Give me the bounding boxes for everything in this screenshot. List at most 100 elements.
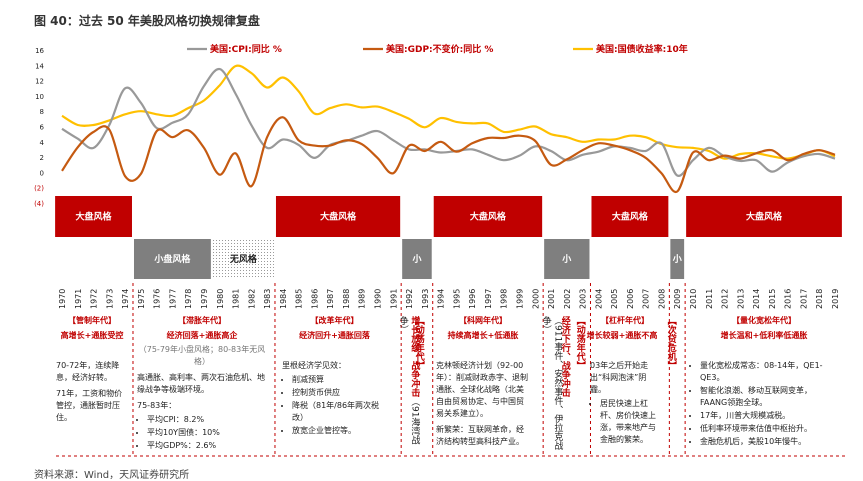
year-label: 1992 (405, 289, 414, 309)
list-item: 放宽企业管控等。 (292, 425, 387, 437)
year-label: 2016 (784, 289, 793, 309)
list-item: 金融危机后，美股10年慢牛。 (700, 436, 838, 448)
list-item: 量化宽松成常态：08-14年，QE1-QE3。 (700, 360, 838, 384)
era-column-2001-decline: 经济下行、战争冲击 (558, 316, 570, 456)
year-label: 1980 (216, 289, 225, 309)
era-subtitle: 经济回升+通胀回落 (299, 331, 370, 340)
year-label: 2008 (657, 289, 666, 309)
year-label: 2015 (768, 289, 777, 309)
year-label: 2001 (547, 289, 556, 309)
y-tick-label: 14 (35, 62, 44, 70)
cpi-series-line (61, 67, 836, 177)
year-label: 1970 (58, 289, 67, 309)
source-note: 资料来源：Wind，天风证券研究所 (34, 470, 190, 481)
era-subtitle: 经济回落+通胀高企 (166, 331, 238, 340)
vertical-red-text: 【动荡年代】 (413, 316, 424, 370)
year-label: 2012 (721, 289, 730, 309)
era-list: 居民快速上杠杆、房价快速上涨，带来地产与金融的繁荣。 (590, 398, 660, 446)
list-item: 平均10Y国债：10% (147, 427, 267, 439)
era-title: 【滞胀年代】 (178, 316, 226, 325)
era-dividers (56, 283, 845, 457)
style-band (55, 196, 132, 237)
year-label: 2011 (705, 289, 714, 309)
style-band (275, 196, 401, 237)
style-band (544, 239, 590, 279)
year-label: 1985 (295, 289, 304, 309)
legend-label: 美国:国债收益率:10年 (596, 43, 688, 55)
year-label: 1995 (452, 289, 461, 309)
style-band (133, 239, 211, 279)
year-label: 1991 (389, 289, 398, 309)
legend-label: 美国:CPI:同比 % (210, 43, 282, 55)
year-label: 1997 (484, 289, 493, 309)
year-label: 1972 (90, 289, 99, 309)
legend-label: 美国:GDP:不变价:同比 % (386, 43, 493, 55)
year-label: 2009 (673, 289, 682, 309)
era-title: 【科网年代】 (459, 316, 507, 325)
year-label: 2005 (610, 289, 619, 309)
style-band (670, 239, 685, 279)
era-text: 03年之后开始走出“科网泡沫”阴霾。 (590, 361, 649, 394)
vertical-text: （911事件、安然事件、伊拉克战争） (540, 316, 563, 451)
era-column-turbulent-2: 【动荡年代】 (573, 316, 585, 456)
year-label: 1988 (342, 289, 351, 309)
style-band-label: 小盘风格 (153, 253, 191, 265)
era-column-leverage: 【杠杆年代】 增长较弱+通胀不高 03年之后开始走出“科网泡沫”阴霾。 居民快速… (587, 315, 660, 447)
year-label: 1983 (263, 289, 272, 309)
era-text: 高通胀、高利率、两次石油危机、地缘战争等极端环境。 (137, 373, 265, 394)
year-label: 1994 (437, 289, 446, 309)
year-label: 2003 (579, 289, 588, 309)
year-label: 1993 (421, 289, 430, 309)
era-subtitle: 增长较弱+通胀不高 (586, 331, 658, 340)
year-label: 1999 (515, 289, 524, 309)
list-item: 智能化浪潮、移动互联网变革，FAANG领跑全球。 (700, 385, 838, 409)
era-column-2001-events: （911事件、安然事件、伊拉克战争） (539, 316, 563, 456)
yield-series-line (61, 64, 836, 160)
style-band (402, 239, 432, 279)
year-label: 1971 (74, 289, 83, 309)
era-column-internet: 【科网年代】 持续高增长+低通胀 克林顿经济计划（92-00年）：削减财政赤字、… (436, 315, 530, 448)
era-title: 【改革年代】 (310, 316, 359, 325)
list-item: 低利率环境带来估值中枢抬升。 (700, 423, 838, 435)
year-label: 1984 (279, 289, 288, 309)
year-label: 2014 (752, 289, 761, 309)
style-band (591, 196, 669, 237)
style-band-label: 大盘风格 (320, 211, 357, 223)
style-band-label: 大盘风格 (76, 211, 113, 223)
list-item: 控制货币供应 (292, 387, 387, 399)
era-note: （75-79年小盘风格；80-83年无风格） (138, 345, 266, 366)
era-list: 量化宽松成常态：08-14年，QE1-QE3。 智能化浪潮、移动互联网变革，FA… (690, 360, 838, 448)
year-label: 1981 (232, 289, 241, 309)
era-subtitle: 持续高增长+低通胀 (447, 331, 519, 340)
era-column-control: 【管制年代】 高增长+通胀受控 70-72年，连续降息，经济好转。 71年，工资… (56, 315, 128, 424)
list-item: 削减预算 (292, 374, 387, 386)
year-label: 2013 (736, 289, 745, 309)
y-tick-label: 8 (40, 108, 44, 116)
era-column-qe: 【量化宽松年代】 增长温和+低利率低通胀 量化宽松成常态：08-14年，QE1-… (690, 315, 838, 449)
list-item: 降税（81年/86年两次税改） (292, 400, 387, 424)
figure-title: 图 40：过去 50 年美股风格切换规律复盘 (34, 14, 260, 28)
era-text: 75-83年： (137, 401, 177, 410)
era-column-1991: 增长放缓、战争冲击（91海湾战争） (396, 316, 420, 456)
list-item: 平均GDP%：2.6% (147, 440, 267, 452)
era-title: 【量化宽松年代】 (732, 316, 796, 325)
year-label: 1973 (105, 289, 114, 309)
year-label: 2007 (642, 289, 651, 309)
list-item: 居民快速上杠杆、房价快速上涨，带来地产与金融的繁荣。 (600, 398, 660, 446)
year-label: 1978 (184, 289, 193, 309)
y-tick-label: 4 (40, 139, 45, 147)
era-list: 平均CPI：8.2% 平均10Y国债：10% 平均GDP%：2.6% (137, 414, 267, 452)
gdp-series-line (61, 116, 836, 194)
year-label: 2006 (626, 289, 635, 309)
y-tick-label: 2 (40, 154, 44, 162)
y-tick-label: (2) (34, 185, 44, 193)
y-tick-label: 0 (40, 169, 44, 177)
year-label: 1990 (374, 289, 383, 309)
style-band-label: 小 (672, 253, 682, 265)
era-text: 新繁荣：互联网革命，经济结构转型高科技产业。 (436, 425, 524, 446)
year-label: 1987 (326, 289, 335, 309)
era-text: 70-72年，连续降息，经济好转。 (56, 361, 120, 382)
year-label: 2000 (531, 289, 540, 309)
